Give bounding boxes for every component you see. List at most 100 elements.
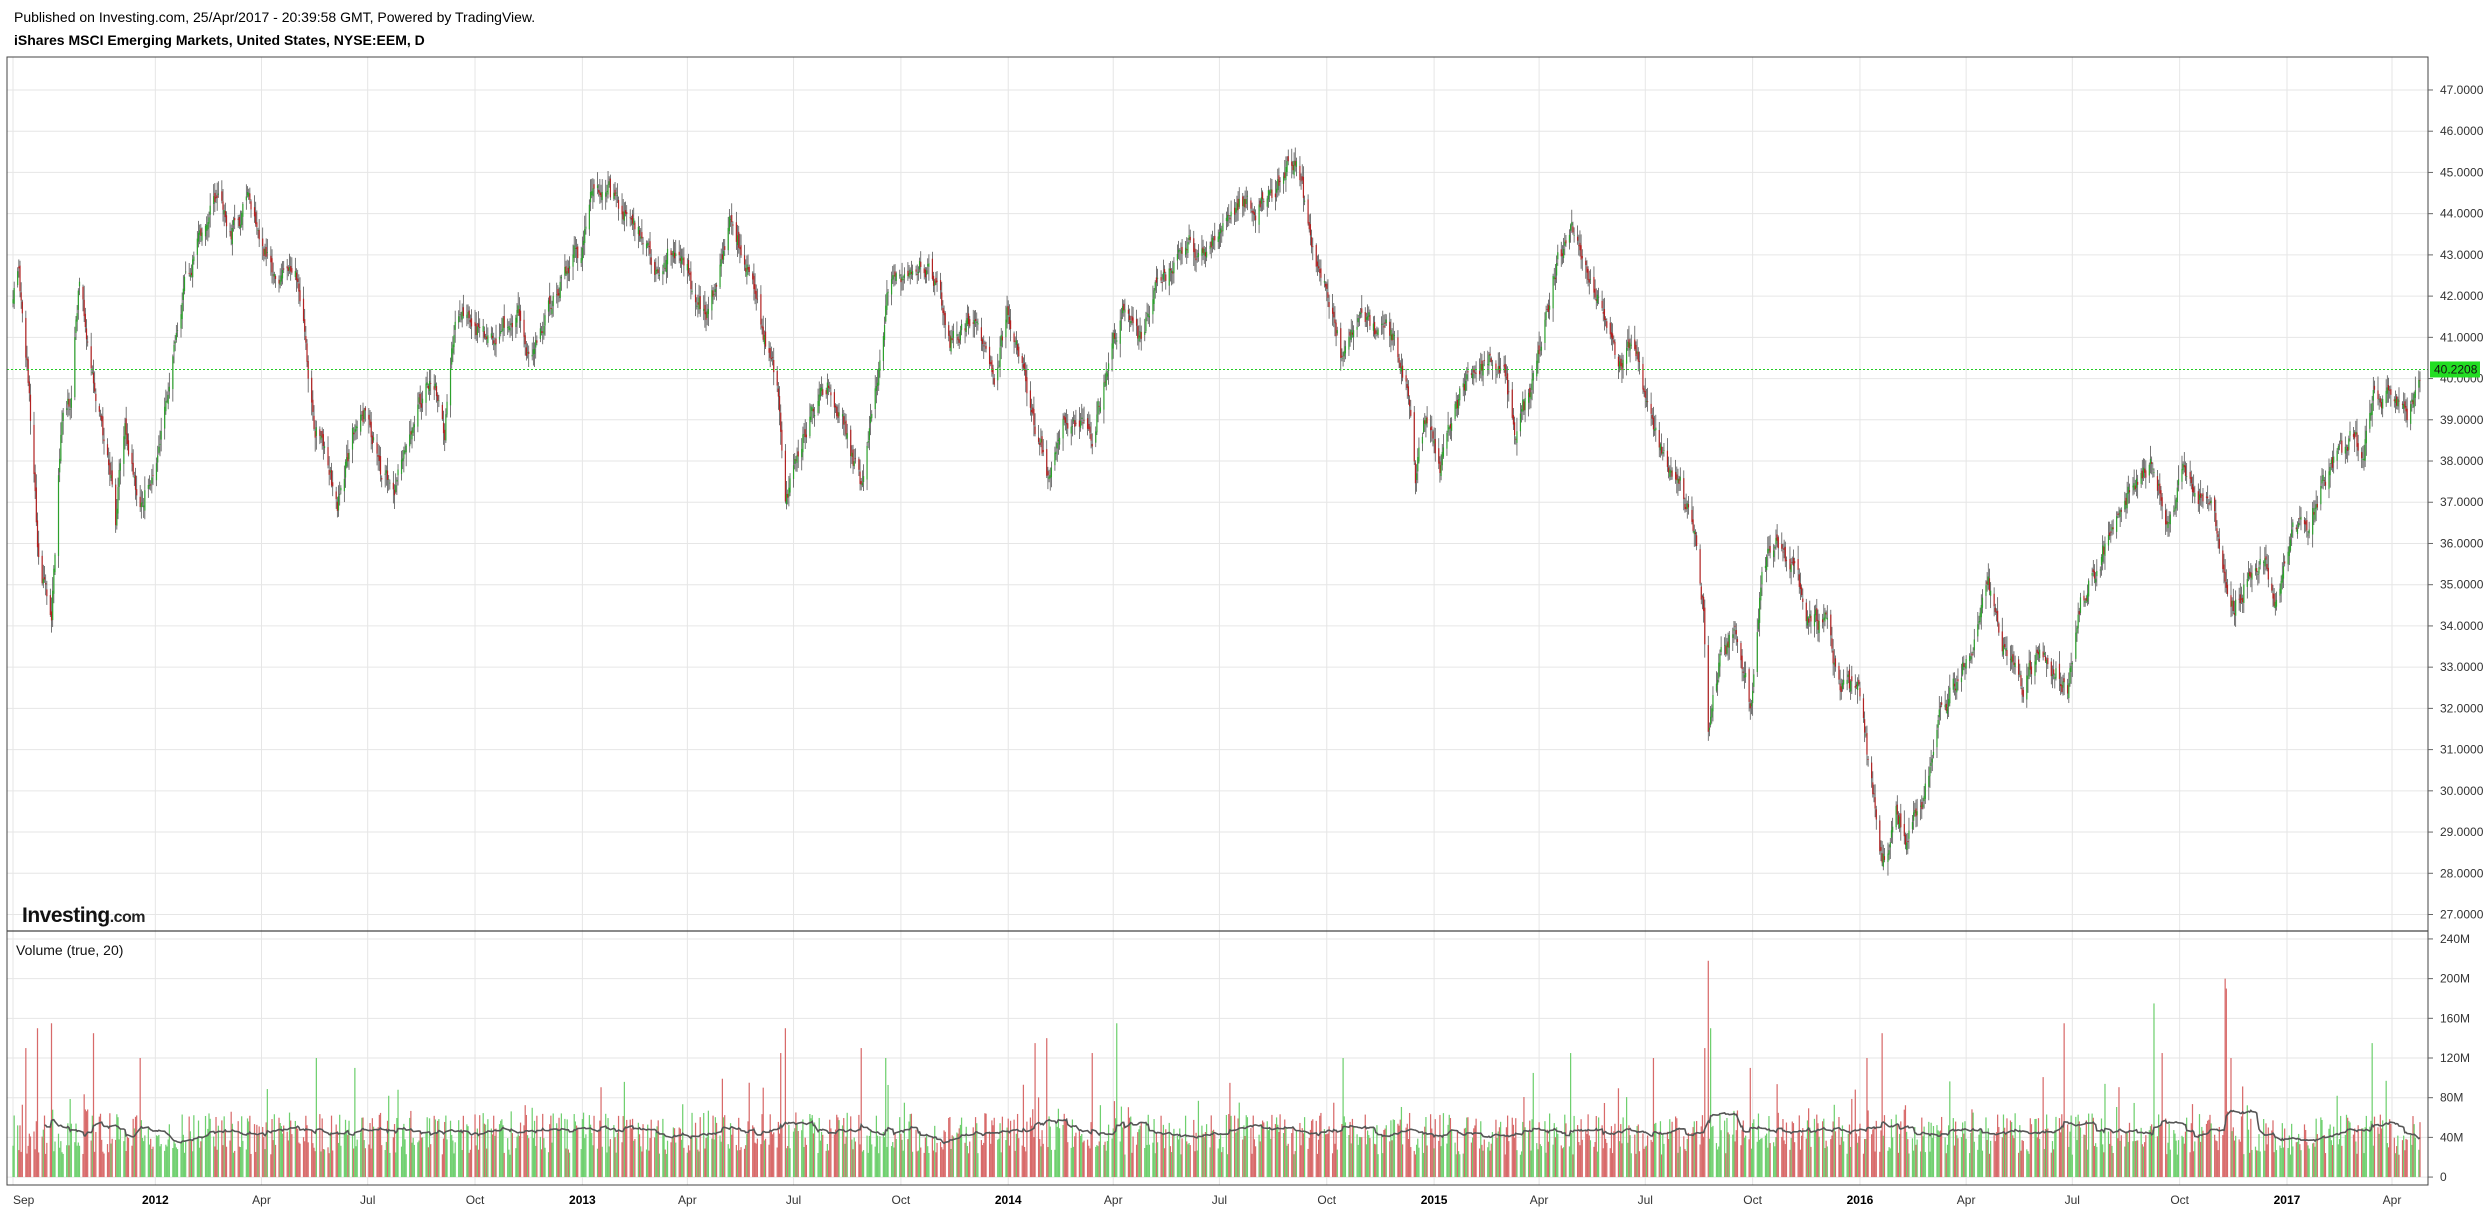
candle-body — [1127, 309, 1130, 314]
volume-bar — [1407, 1139, 1410, 1178]
candle-body — [2190, 477, 2192, 484]
volume-bar — [490, 1128, 492, 1178]
candle-body — [255, 212, 257, 225]
volume-bar — [2145, 1135, 2147, 1178]
volume-bar — [2305, 1129, 2307, 1178]
volume-bar — [116, 1114, 118, 1178]
candle-body — [2176, 487, 2178, 503]
candle-body — [785, 493, 788, 505]
candle-body — [1760, 587, 1762, 601]
candle-body — [1203, 248, 1205, 255]
volume-bar — [592, 1145, 594, 1178]
candle-body — [2320, 485, 2322, 505]
volume-bar — [1561, 1148, 1564, 1178]
candle-body — [1078, 420, 1081, 427]
candle-body — [903, 274, 905, 278]
candle-body — [1473, 369, 1475, 373]
candle-body — [1286, 161, 1288, 173]
volume-bar — [819, 1140, 822, 1178]
volume-bar — [558, 1117, 560, 1178]
volume-bar — [1056, 1126, 1058, 1178]
volume-bar — [666, 1140, 669, 1178]
candle-body — [2267, 567, 2269, 580]
volume-bar — [895, 1138, 897, 1178]
candle-body — [1244, 198, 1246, 208]
candle-body — [204, 225, 207, 237]
volume-bar — [1464, 1127, 1467, 1178]
candle-body — [1140, 331, 1142, 339]
candle-body — [2382, 398, 2384, 409]
volume-bar — [2352, 1134, 2355, 1178]
candle-body — [2061, 684, 2063, 693]
volume-bar — [445, 1115, 447, 1178]
candle-body — [83, 299, 85, 317]
volume-bar — [2354, 1128, 2356, 1178]
candle-body — [818, 394, 820, 407]
volume-bar — [985, 1113, 987, 1178]
volume-bar — [1890, 1119, 1893, 1178]
volume-bar — [2006, 1118, 2008, 1178]
volume-bar — [615, 1152, 617, 1178]
volume-bar — [544, 1147, 546, 1178]
candle-body — [910, 271, 912, 274]
volume-bar — [1515, 1118, 1517, 1178]
volume-bar — [498, 1124, 501, 1178]
volume-bar — [2418, 1149, 2420, 1178]
candle-body — [1147, 313, 1149, 317]
volume-bar — [1317, 1139, 1320, 1178]
candle-body — [2168, 522, 2170, 524]
volume-bar — [2175, 1140, 2177, 1178]
volume-bar — [1733, 1110, 1735, 1178]
volume-bar — [2159, 1126, 2161, 1178]
volume-bar — [327, 1147, 329, 1178]
candle-body — [1686, 503, 1688, 509]
candle-body — [977, 323, 979, 325]
volume-bar — [2201, 1126, 2203, 1178]
time-tick-label: Jul — [786, 1193, 801, 1207]
volume-bar — [1245, 1115, 1247, 1178]
volume-bar — [1480, 1121, 1482, 1178]
volume-bar — [664, 1149, 666, 1178]
candle-body — [1977, 624, 1979, 637]
volume-bar — [1062, 1124, 1064, 1178]
candle-body — [467, 311, 469, 315]
volume-bar — [262, 1126, 264, 1178]
volume-bar — [998, 1138, 1000, 1178]
candle-body — [1768, 548, 1770, 551]
candle-body — [1410, 409, 1412, 416]
candle-body — [1586, 266, 1588, 273]
candle-body — [2238, 598, 2240, 600]
candle-body — [1717, 679, 1719, 685]
candle-body — [2050, 661, 2052, 677]
candle-body — [2289, 539, 2292, 551]
candle-body — [519, 310, 522, 321]
candle-body — [1699, 549, 1701, 584]
volume-bar — [1692, 1127, 1694, 1178]
candle-body — [2183, 465, 2185, 468]
volume-bar — [967, 1153, 970, 1178]
volume-bar — [2077, 1114, 2079, 1178]
candle-body — [426, 382, 428, 385]
candle-body — [1507, 373, 1509, 395]
candle-body — [690, 271, 692, 290]
candle-body — [1899, 816, 1901, 829]
candle-body — [1163, 269, 1166, 273]
volume-bar — [1400, 1106, 1403, 1178]
candle-body — [2414, 390, 2416, 398]
candle-body — [1001, 336, 1004, 341]
volume-bar — [827, 1150, 830, 1178]
candle-body — [1663, 450, 1665, 451]
candle-body — [2184, 465, 2187, 476]
volume-bar — [1970, 1132, 1972, 1178]
candle-body — [893, 275, 895, 277]
candle-body — [957, 336, 959, 341]
volume-bar — [1205, 1124, 1208, 1178]
volume-bar — [2222, 1135, 2224, 1178]
candle-body — [1995, 611, 1998, 613]
volume-bar — [886, 1146, 888, 1178]
volume-bar — [1924, 1152, 1926, 1178]
volume-bar — [1236, 1131, 1238, 1178]
candle-body — [662, 271, 664, 275]
